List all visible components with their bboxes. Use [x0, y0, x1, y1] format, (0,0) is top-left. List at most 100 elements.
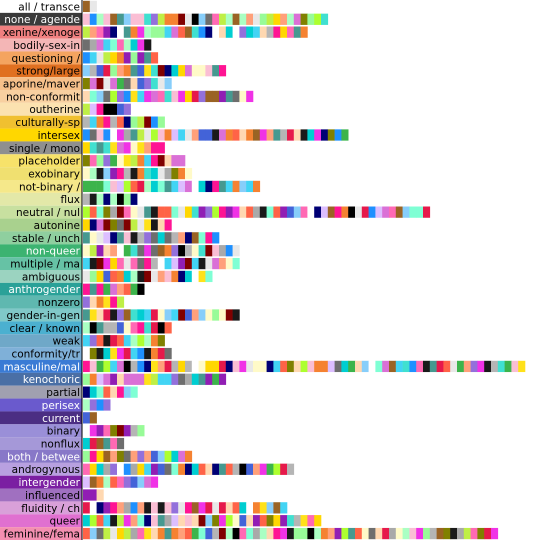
bar-segment — [123, 65, 131, 77]
bar-segment — [110, 65, 118, 77]
bar-segment — [457, 360, 465, 373]
bar-segment — [164, 129, 172, 141]
bar-segment — [151, 322, 159, 334]
bar-segment — [96, 245, 104, 257]
bar-segment — [96, 476, 104, 488]
bar-segment — [287, 360, 295, 373]
bar-segment — [103, 257, 111, 270]
bar-segment — [117, 309, 125, 321]
bar — [83, 103, 131, 115]
bar-segment — [110, 463, 118, 475]
bar-segment — [246, 129, 254, 141]
bar-segment — [205, 515, 213, 527]
bar-segment — [83, 502, 91, 514]
bar-segment — [178, 450, 186, 463]
category-label-background — [0, 488, 82, 502]
bar-segment — [144, 180, 152, 193]
bar-segment — [96, 26, 104, 38]
bar-segment — [89, 335, 97, 347]
bar-segment — [151, 257, 159, 270]
category-label-background — [0, 244, 82, 258]
bar-segment — [144, 155, 152, 167]
bar-segment — [110, 129, 118, 141]
bar-segment — [83, 270, 91, 283]
bar-segment — [219, 90, 227, 103]
bar-segment — [436, 527, 444, 540]
bar-segment — [423, 206, 431, 218]
bar-segment — [110, 270, 118, 283]
bar-segment — [300, 206, 308, 218]
bar-segment — [144, 502, 152, 514]
bar-segment — [239, 463, 247, 475]
bar-segment — [225, 463, 233, 475]
bar-segment — [96, 142, 104, 154]
bar-segment — [137, 257, 145, 270]
bar-segment — [117, 13, 125, 25]
bar-segment — [253, 26, 261, 38]
category-label: non-conformit — [0, 89, 82, 103]
bar-segment — [185, 206, 193, 218]
bar-segment — [151, 129, 159, 141]
bar-segment — [232, 309, 240, 321]
bar-segment — [96, 399, 104, 411]
bar-segment — [327, 360, 335, 373]
bar-segment — [219, 26, 227, 38]
bar-segment — [117, 245, 125, 257]
category-label: masculine/mal — [0, 359, 82, 373]
bar-segment — [96, 373, 104, 385]
bar-segment — [253, 527, 261, 540]
bar-segment — [191, 373, 199, 385]
bar-segment — [239, 206, 247, 218]
bar-segment — [409, 360, 417, 373]
bar-segment — [123, 219, 131, 231]
bar-segment — [198, 65, 206, 77]
category-label-background — [0, 141, 82, 155]
bar-segment — [96, 437, 104, 450]
bar-segment — [293, 13, 301, 25]
bar-segment — [164, 527, 172, 540]
bar-segment — [185, 463, 193, 475]
bar-segment — [225, 257, 233, 270]
bar-segment — [185, 257, 193, 270]
category-label-text: intersex — [38, 130, 80, 142]
bar-segment — [103, 142, 111, 154]
bar-segment — [225, 26, 233, 38]
bar-segment — [314, 206, 322, 218]
bar-segment — [130, 373, 138, 385]
category-label-background — [0, 385, 82, 399]
bar-segment — [89, 257, 97, 270]
category-label-background — [0, 231, 82, 245]
bar-segment — [103, 52, 111, 64]
bar-segment — [191, 13, 199, 25]
bar-segment — [239, 129, 247, 141]
bar-segment — [96, 180, 104, 193]
category-label-text: influenced — [25, 490, 80, 502]
bar-segment — [185, 13, 193, 25]
bar-segment — [137, 425, 145, 437]
bar — [83, 412, 97, 424]
bar-segment — [212, 245, 220, 257]
bar-segment — [171, 167, 179, 180]
bar-segment — [477, 527, 485, 540]
category-label: bodily-sex-in — [0, 38, 82, 52]
bar-segment — [96, 219, 104, 231]
bar-segment — [103, 232, 111, 244]
category-label-background — [0, 77, 82, 90]
bar-segment — [198, 257, 206, 270]
bar-segment — [198, 463, 206, 475]
bar-segment — [239, 360, 247, 373]
bar-segment — [117, 39, 125, 51]
category-label-text: bodily-sex-in — [13, 40, 80, 52]
bar-segment — [83, 347, 91, 360]
bar-segment — [89, 245, 97, 257]
bar-segment — [484, 360, 492, 373]
category-label: queer — [0, 514, 82, 528]
bar-segment — [103, 129, 111, 141]
bar-segment — [416, 360, 424, 373]
bar-segment — [164, 13, 172, 25]
category-label: multiple / ma — [0, 257, 82, 270]
category-label-text: intergender — [18, 477, 80, 489]
bar-segment — [266, 527, 274, 540]
bar-segment — [246, 527, 254, 540]
bar-segment — [103, 373, 111, 385]
